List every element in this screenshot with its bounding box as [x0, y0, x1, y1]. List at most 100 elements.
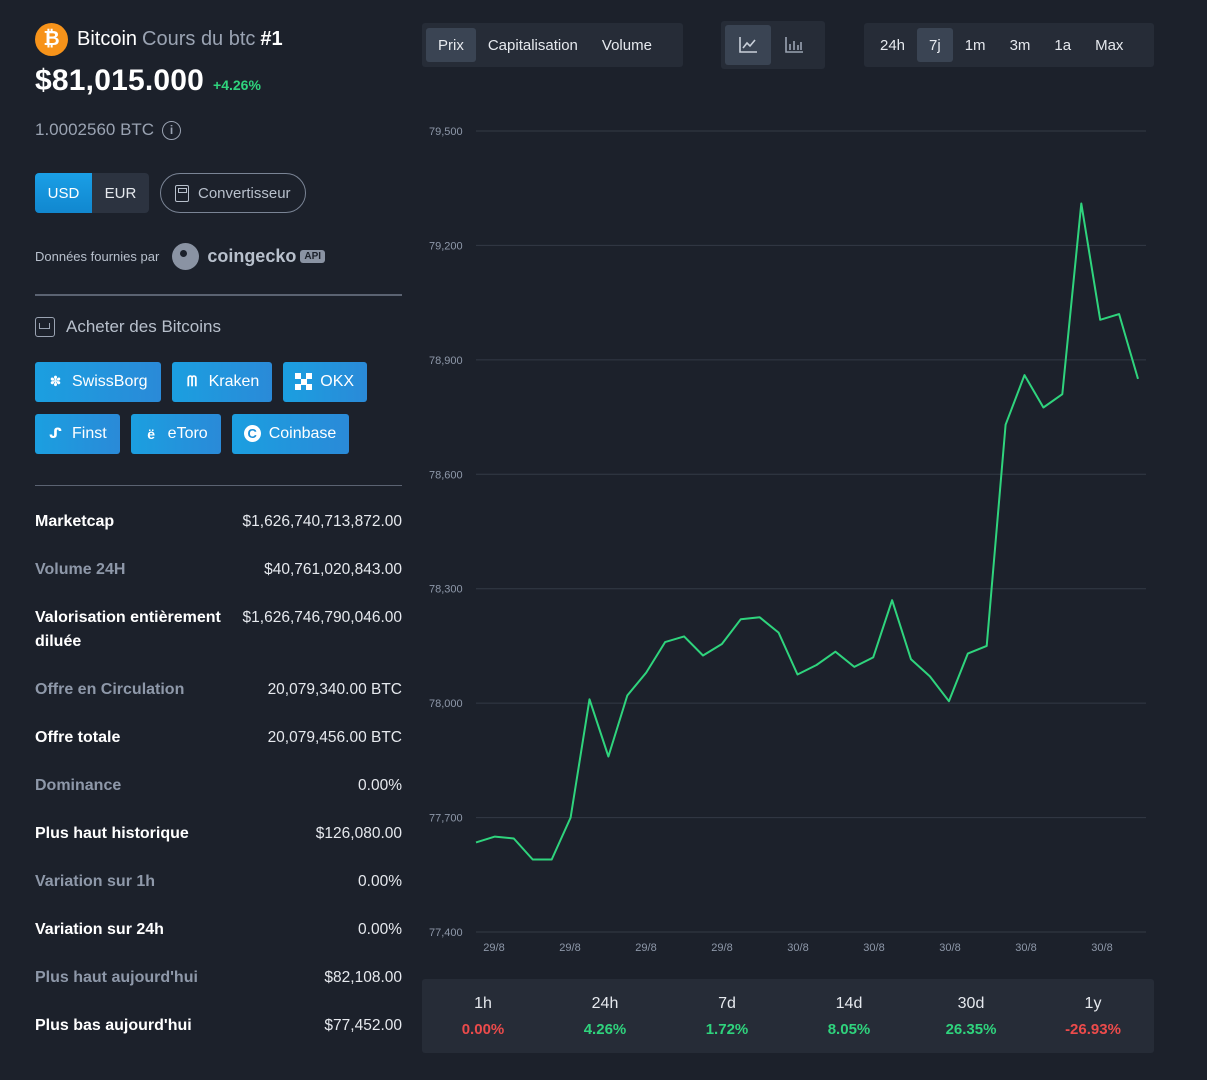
price-chart[interactable]: 79,500 79,200 78,900 78,600 78,300 78,000 77,7… — [422, 110, 1162, 960]
etoro-icon: ë — [147, 425, 156, 442]
stat-label: Valorisation entièrement diluée — [35, 609, 221, 650]
perf-value: 1.72% — [705, 1020, 749, 1038]
exchange-label: SwissBorg — [72, 372, 148, 390]
tab-prix[interactable]: Prix — [426, 28, 476, 62]
bar-chart-button[interactable] — [771, 25, 817, 65]
stat-row-fdv: Valorisation entièrement diluée $1,626,7… — [35, 606, 402, 678]
range-1m[interactable]: 1m — [964, 36, 986, 54]
x-tick-label: 29/8 — [483, 942, 504, 954]
stat-value: $40,761,020,843.00 — [264, 561, 402, 578]
stat-row-change-24h: Variation sur 24h 0.00% — [35, 918, 402, 966]
currency-toggle: USD EUR — [35, 173, 149, 213]
bar-chart-icon — [785, 37, 803, 53]
stat-label: Plus haut aujourd'hui — [35, 969, 198, 986]
range-tabs: 24h 7j 1m 3m 1a Max — [864, 23, 1154, 67]
coin-rank: #1 — [260, 27, 283, 50]
stat-label: Variation sur 1h — [35, 873, 156, 890]
metric-tabs: Prix Capitalisation Volume — [422, 23, 683, 67]
y-tick-label: 77,700 — [429, 813, 463, 825]
perf-value: 0.00% — [461, 1020, 505, 1038]
y-tick-label: 78,600 — [429, 469, 463, 481]
stat-label: Offre totale — [35, 729, 121, 746]
tab-capitalisation[interactable]: Capitalisation — [487, 36, 578, 54]
chart-type-tabs — [721, 21, 825, 69]
stat-label: Offre en Circulation — [35, 681, 185, 698]
btc-value: 1.0002560 BTC — [35, 120, 155, 139]
info-icon[interactable]: i — [162, 120, 182, 140]
tab-volume[interactable]: Volume — [601, 36, 652, 54]
usd-button[interactable]: USD — [35, 173, 92, 213]
line-chart-icon — [739, 37, 757, 53]
y-tick-label: 77,400 — [429, 927, 463, 939]
perf-cell-24h: 24h 4.26% — [544, 979, 666, 1053]
converter-button[interactable]: Convertisseur — [160, 173, 306, 213]
range-1a[interactable]: 1a — [1054, 36, 1072, 54]
perf-label: 1h — [474, 994, 492, 1012]
btc-value-row: 1.0002560 BTC i — [35, 120, 402, 140]
exchange-button-finst[interactable]: ᔑ Finst — [35, 413, 120, 454]
exchange-buttons: ✽ SwissBorg ᗰ Kraken OKX ᔑ Finst ë eToro… — [35, 361, 402, 454]
perf-value: -26.93% — [1065, 1020, 1121, 1038]
provider-label: Données fournies par — [35, 249, 160, 264]
exchange-label: Kraken — [208, 372, 260, 390]
x-tick-label: 30/8 — [1015, 942, 1036, 954]
provider-name[interactable]: coingecko — [207, 246, 297, 266]
perf-label: 14d — [835, 994, 863, 1012]
x-tick-label: 29/8 — [635, 942, 656, 954]
stat-value: 0.00% — [358, 777, 402, 794]
stat-value: $77,452.00 — [324, 1017, 402, 1034]
exchange-button-kraken[interactable]: ᗰ Kraken — [171, 361, 273, 402]
price-change: +4.26% — [213, 77, 261, 93]
stat-row-circulating: Offre en Circulation 20,079,340.00 BTC — [35, 678, 402, 726]
exchange-button-coinbase[interactable]: C Coinbase — [231, 413, 350, 454]
price-line — [475, 202, 1139, 861]
perf-label: 1y — [1084, 994, 1102, 1012]
performance-bar: 1h 0.00% 24h 4.26% 7d 1.72% 14d 8.05% 30… — [422, 979, 1154, 1053]
stat-label: Volume 24H — [35, 561, 126, 578]
perf-cell-7d: 7d 1.72% — [666, 979, 788, 1053]
exchange-button-okx[interactable]: OKX — [283, 361, 368, 402]
stat-row-total-supply: Offre totale 20,079,456.00 BTC — [35, 726, 402, 774]
stat-value: $126,080.00 — [315, 825, 402, 842]
range-max[interactable]: Max — [1095, 36, 1124, 54]
x-tick-label: 30/8 — [939, 942, 960, 954]
x-tick-label: 30/8 — [863, 942, 884, 954]
stat-row-change-1h: Variation sur 1h 0.00% — [35, 870, 402, 918]
perf-value: 26.35% — [945, 1020, 997, 1038]
stat-label: Plus bas aujourd'hui — [35, 1017, 192, 1034]
coingecko-logo-icon — [172, 243, 200, 270]
stats-table: Marketcap $1,626,740,713,872.00 Volume 2… — [35, 510, 402, 1062]
range-24h[interactable]: 24h — [880, 36, 906, 54]
exchange-label: OKX — [320, 372, 355, 390]
coinbase-icon: C — [243, 425, 261, 442]
perf-cell-1y: 1y -26.93% — [1032, 979, 1154, 1053]
kraken-icon: ᗰ — [187, 373, 198, 389]
perf-label: 24h — [591, 994, 619, 1012]
range-7j[interactable]: 7j — [917, 28, 953, 62]
coin-subtitle: Cours du btc — [142, 27, 256, 50]
range-3m[interactable]: 3m — [1009, 36, 1031, 54]
perf-label: 7d — [718, 994, 736, 1012]
y-tick-label: 78,000 — [429, 698, 463, 710]
cart-icon — [35, 316, 55, 337]
stat-row-marketcap: Marketcap $1,626,740,713,872.00 — [35, 510, 402, 558]
eur-button[interactable]: EUR — [92, 173, 149, 213]
buy-title-label: Acheter des Bitcoins — [66, 316, 221, 336]
swissborg-icon: ✽ — [49, 373, 62, 389]
y-tick-label: 79,200 — [429, 240, 463, 252]
exchange-button-swissborg[interactable]: ✽ SwissBorg — [35, 361, 161, 402]
perf-value: 8.05% — [827, 1020, 871, 1038]
exchange-label: Finst — [72, 424, 107, 442]
stat-row-ath: Plus haut historique $126,080.00 — [35, 822, 402, 870]
coin-price: $81,015.000 — [35, 64, 205, 97]
line-chart-button[interactable] — [725, 25, 771, 65]
divider — [35, 484, 402, 486]
exchange-button-etoro[interactable]: ë eToro — [130, 413, 221, 454]
y-tick-label: 79,500 — [429, 126, 463, 138]
coin-info-panel: ₿ Bitcoin Cours du btc #1 $81,015.000 +4… — [35, 22, 402, 1062]
stat-value: $1,626,740,713,872.00 — [242, 513, 402, 530]
stat-label: Marketcap — [35, 513, 115, 530]
buy-section-title: Acheter des Bitcoins — [35, 316, 402, 337]
stat-label: Plus haut historique — [35, 825, 189, 842]
converter-label: Convertisseur — [198, 184, 291, 202]
